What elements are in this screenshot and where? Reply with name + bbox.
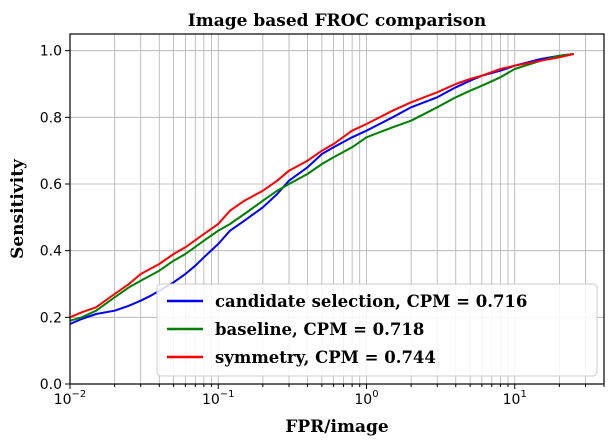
- x-tick-label: 10−1: [202, 389, 235, 408]
- chart-title: Image based FROC comparison: [188, 11, 486, 31]
- x-tick-label: 100: [354, 389, 378, 408]
- legend-box: [156, 283, 598, 377]
- y-tick-label: 0.6: [40, 177, 62, 193]
- x-tick-label: 10−2: [54, 389, 87, 408]
- y-tick-label: 0.8: [40, 110, 62, 126]
- y-tick-label: 1.0: [40, 44, 62, 60]
- x-tick-label: 101: [503, 389, 527, 408]
- series-lines: [69, 53, 574, 325]
- series-line-2: [69, 53, 574, 322]
- legend: candidate selection, CPM = 0.716 baseline…: [156, 283, 598, 377]
- series-line-3: [69, 53, 574, 319]
- legend-label-3: symmetry, CPM = 0.744: [215, 348, 436, 367]
- axis-ticks: 0.0 0.2 0.4 0.6 0.8 1.0 10−2 10−1 100 101: [40, 44, 605, 408]
- plot-frame: [69, 33, 605, 385]
- y-tick-label: 0.0: [40, 377, 62, 393]
- x-axis-label: FPR/image: [285, 417, 389, 437]
- legend-label-1: candidate selection, CPM = 0.716: [215, 292, 527, 311]
- y-axis-label: Sensitivity: [8, 158, 28, 259]
- y-tick-label: 0.4: [40, 244, 62, 260]
- legend-label-2: baseline, CPM = 0.718: [215, 320, 424, 339]
- y-tick-label: 0.2: [40, 310, 62, 326]
